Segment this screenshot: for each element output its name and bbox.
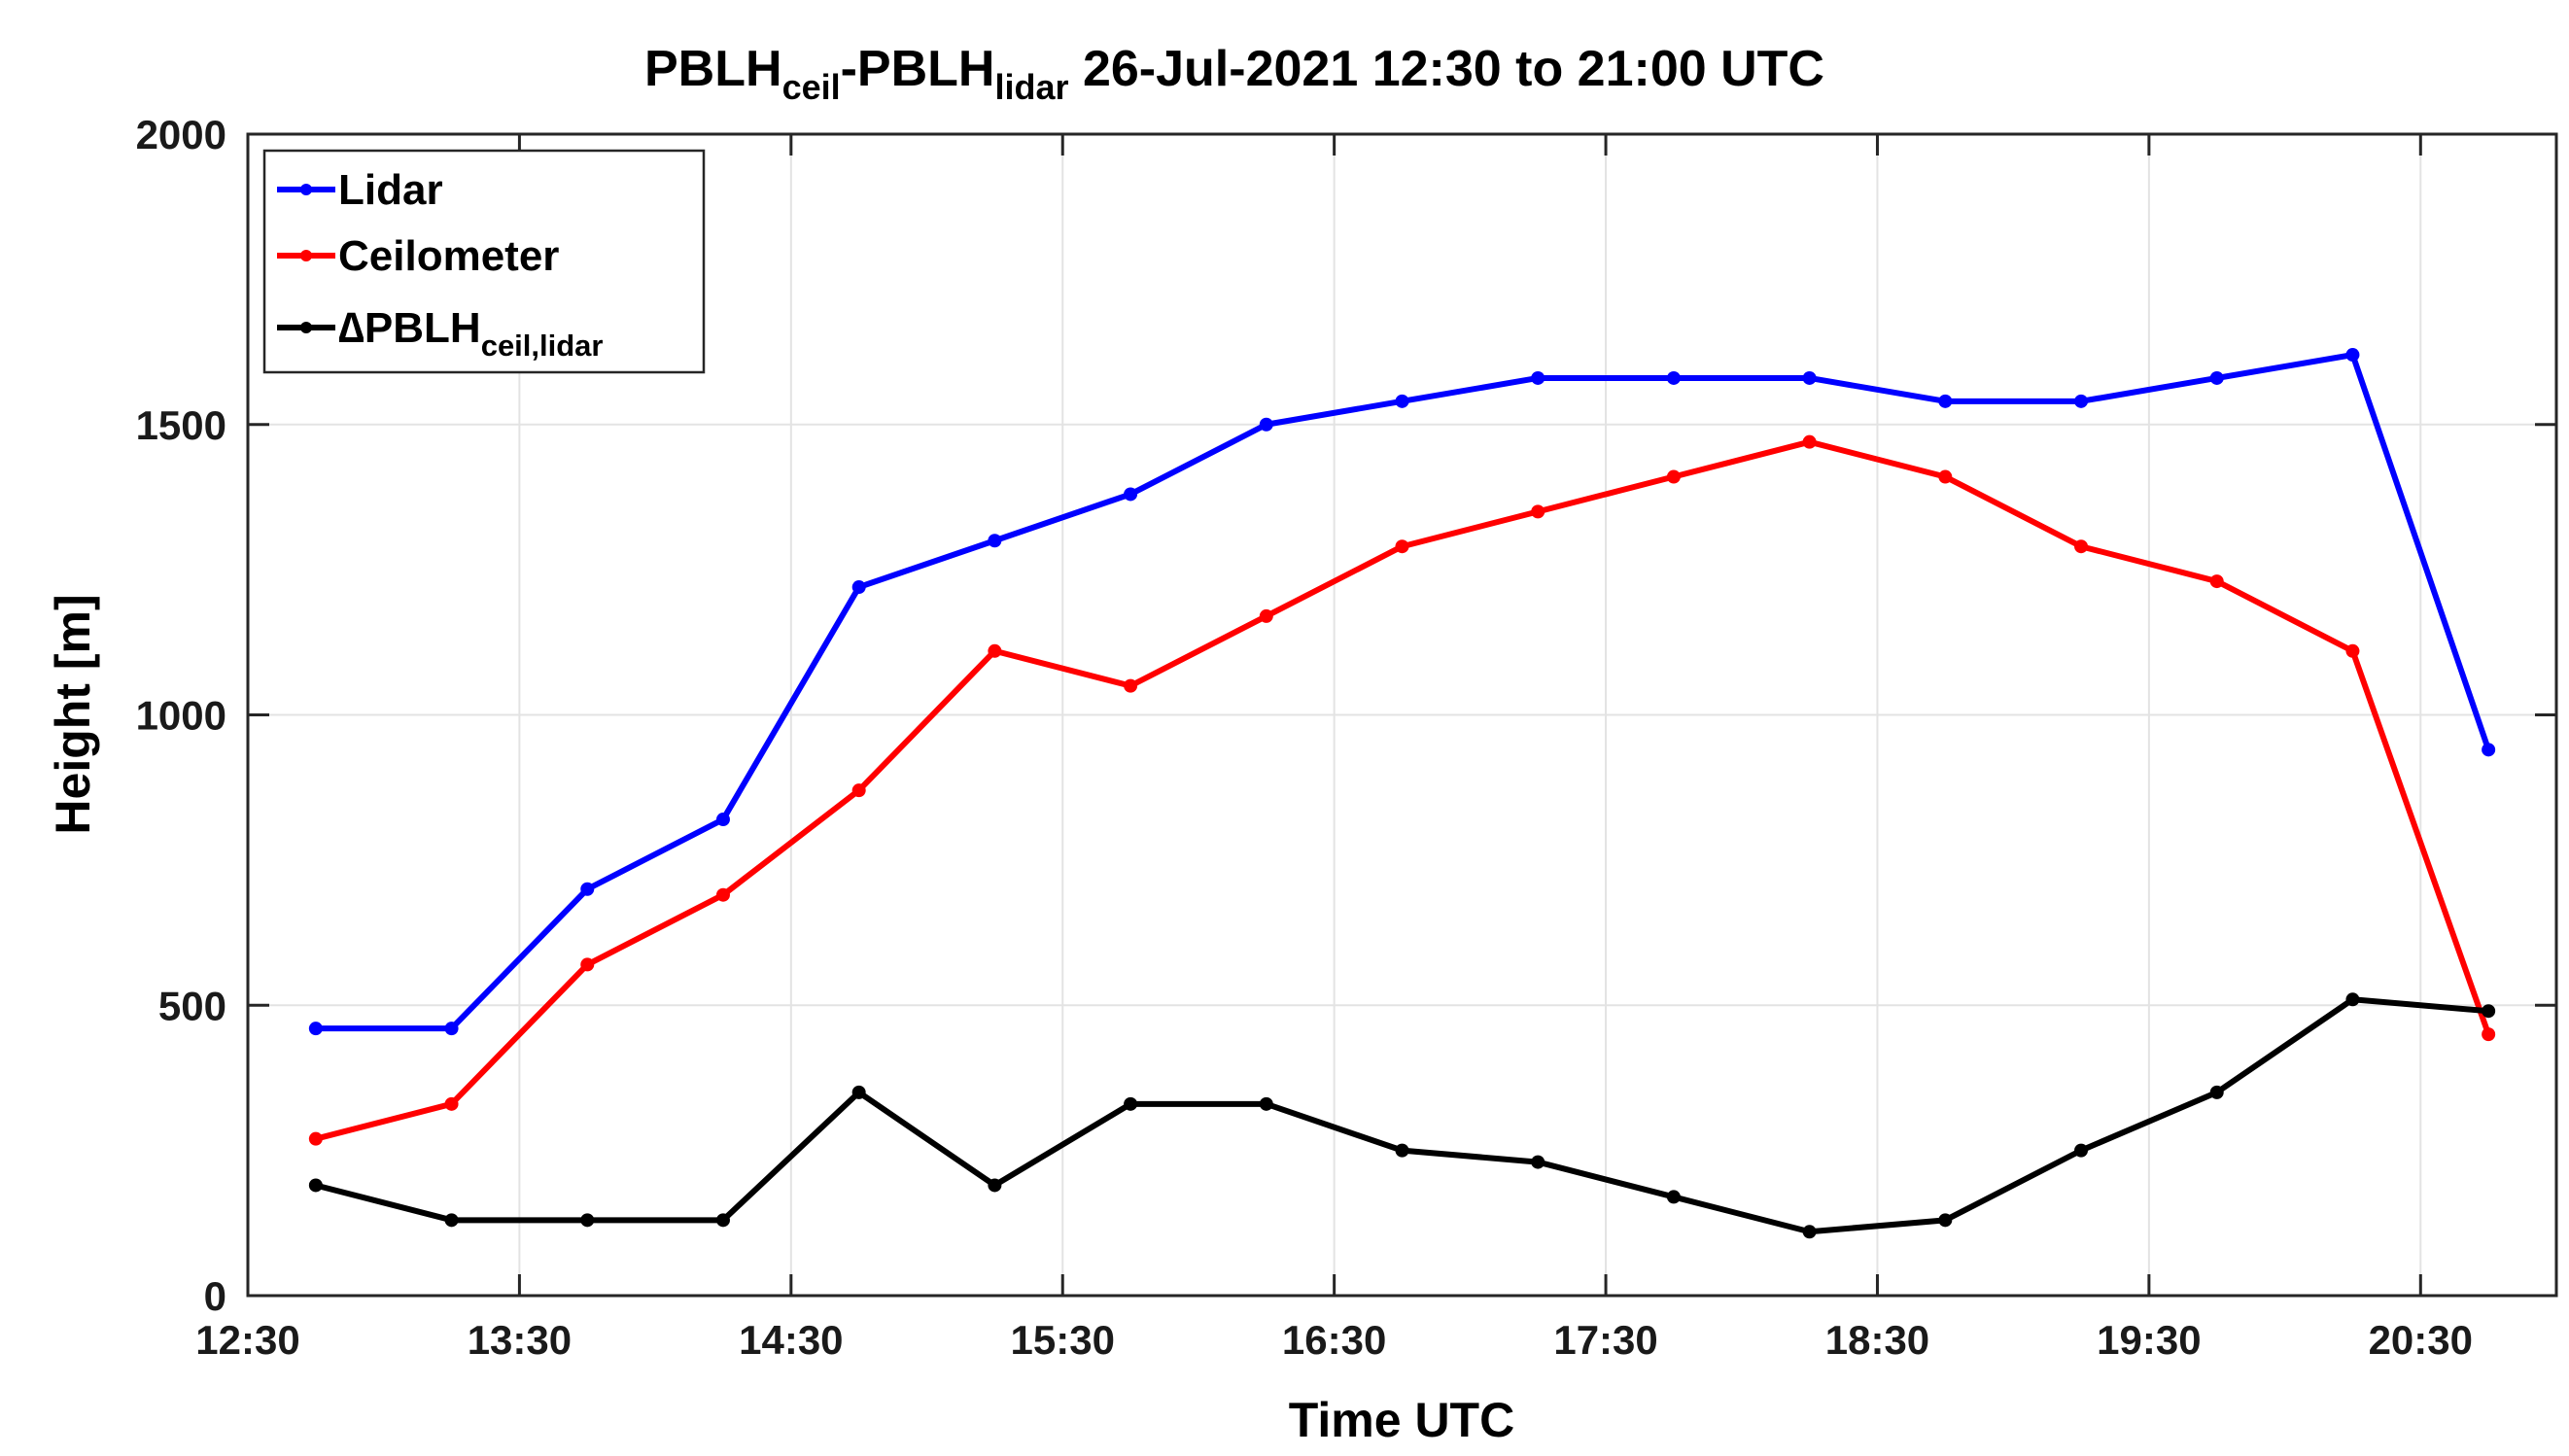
legend-label-ceilometer: Ceilometer bbox=[338, 232, 559, 280]
x-tick-label: 15:30 bbox=[1011, 1317, 1115, 1363]
x-tick-label: 17:30 bbox=[1553, 1317, 1657, 1363]
data-point-delta-pblh bbox=[1938, 1213, 1953, 1228]
data-point-lidar bbox=[2345, 348, 2360, 363]
legend-marker-ceilometer bbox=[300, 250, 312, 261]
data-point-ceilometer bbox=[2074, 539, 2089, 554]
chart-title: PBLHceil-PBLHlidar 26-Jul-2021 12:30 to … bbox=[644, 41, 1824, 107]
data-point-lidar bbox=[2074, 394, 2089, 408]
data-point-ceilometer bbox=[2345, 643, 2360, 658]
data-point-lidar bbox=[1802, 370, 1817, 385]
data-point-ceilometer bbox=[2482, 1027, 2496, 1042]
x-tick-label: 18:30 bbox=[1825, 1317, 1929, 1363]
data-point-delta-pblh bbox=[851, 1085, 866, 1099]
data-point-lidar bbox=[2482, 743, 2496, 757]
ticks: 12:30 13:30 14:30 15:30 16:30 17:30 18:30 19:30… bbox=[136, 112, 2556, 1363]
data-point-lidar bbox=[1395, 394, 1409, 408]
data-point-lidar bbox=[715, 813, 730, 827]
x-tick-label: 13:30 bbox=[468, 1317, 572, 1363]
legend-entry-delta: ∆PBLHceil,lidar bbox=[277, 304, 604, 363]
data-point-ceilometer bbox=[1395, 539, 1409, 554]
data-point-delta-pblh bbox=[1259, 1096, 1273, 1111]
data-point-lidar bbox=[1531, 370, 1545, 385]
data-point-lidar bbox=[2209, 370, 2224, 385]
data-point-ceilometer bbox=[580, 957, 595, 972]
x-tick-label: 12:30 bbox=[195, 1317, 299, 1363]
legend-box bbox=[262, 149, 706, 374]
x-tick-label: 20:30 bbox=[2369, 1317, 2473, 1363]
data-point-delta-pblh bbox=[1531, 1155, 1545, 1169]
data-point-ceilometer bbox=[1802, 434, 1817, 449]
data-point-ceilometer bbox=[444, 1096, 459, 1111]
data-point-ceilometer bbox=[1259, 608, 1273, 623]
data-point-ceilometer bbox=[1531, 504, 1545, 519]
data-point-lidar bbox=[988, 534, 1002, 548]
y-tick-label: 2000 bbox=[136, 112, 226, 157]
legend: Lidar Ceilometer ∆PBLHceil,lidar bbox=[262, 149, 706, 374]
data-point-lidar bbox=[1666, 370, 1681, 385]
legend-entry-ceilometer: Ceilometer bbox=[277, 232, 559, 280]
data-point-ceilometer bbox=[715, 887, 730, 902]
data-point-ceilometer bbox=[851, 783, 866, 798]
data-point-delta-pblh bbox=[444, 1213, 459, 1228]
data-point-delta-pblh bbox=[988, 1178, 1002, 1193]
y-tick-label: 1000 bbox=[136, 693, 226, 739]
data-point-lidar bbox=[1259, 417, 1273, 432]
data-point-delta-pblh bbox=[1666, 1190, 1681, 1204]
data-point-delta-pblh bbox=[2482, 1004, 2496, 1019]
data-point-lidar bbox=[851, 580, 866, 595]
legend-entry-lidar: Lidar bbox=[277, 166, 443, 214]
data-point-lidar bbox=[580, 882, 595, 896]
data-point-delta-pblh bbox=[715, 1213, 730, 1228]
data-point-ceilometer bbox=[1666, 469, 1681, 484]
data-point-delta-pblh bbox=[1395, 1143, 1409, 1158]
legend-label-delta: ∆PBLHceil,lidar bbox=[338, 304, 604, 363]
data-point-lidar bbox=[1124, 487, 1138, 502]
x-axis-label: Time UTC bbox=[1289, 1393, 1514, 1447]
data-point-delta-pblh bbox=[580, 1213, 595, 1228]
legend-marker-delta bbox=[300, 322, 312, 333]
legend-marker-lidar bbox=[300, 184, 312, 195]
x-tick-label: 16:30 bbox=[1282, 1317, 1386, 1363]
x-tick-label: 19:30 bbox=[2097, 1317, 2201, 1363]
series-layer bbox=[308, 348, 2496, 1239]
data-point-delta-pblh bbox=[308, 1178, 323, 1193]
data-point-ceilometer bbox=[1938, 469, 1953, 484]
data-point-lidar bbox=[308, 1022, 323, 1036]
y-tick-label: 500 bbox=[158, 983, 226, 1028]
data-point-ceilometer bbox=[988, 643, 1002, 658]
data-point-lidar bbox=[1938, 394, 1953, 408]
legend-label-lidar: Lidar bbox=[338, 166, 443, 214]
y-axis-label: Height [m] bbox=[46, 594, 100, 834]
data-point-ceilometer bbox=[2209, 574, 2224, 589]
data-point-delta-pblh bbox=[2209, 1085, 2224, 1099]
y-tick-label: 1500 bbox=[136, 402, 226, 448]
data-point-delta-pblh bbox=[2074, 1143, 2089, 1158]
data-point-delta-pblh bbox=[1802, 1225, 1817, 1239]
data-point-ceilometer bbox=[1124, 678, 1138, 693]
data-point-lidar bbox=[444, 1022, 459, 1036]
data-point-delta-pblh bbox=[1124, 1096, 1138, 1111]
data-point-delta-pblh bbox=[2345, 992, 2360, 1007]
data-point-ceilometer bbox=[308, 1131, 323, 1146]
y-tick-label: 0 bbox=[204, 1273, 226, 1319]
x-tick-label: 14:30 bbox=[739, 1317, 843, 1363]
